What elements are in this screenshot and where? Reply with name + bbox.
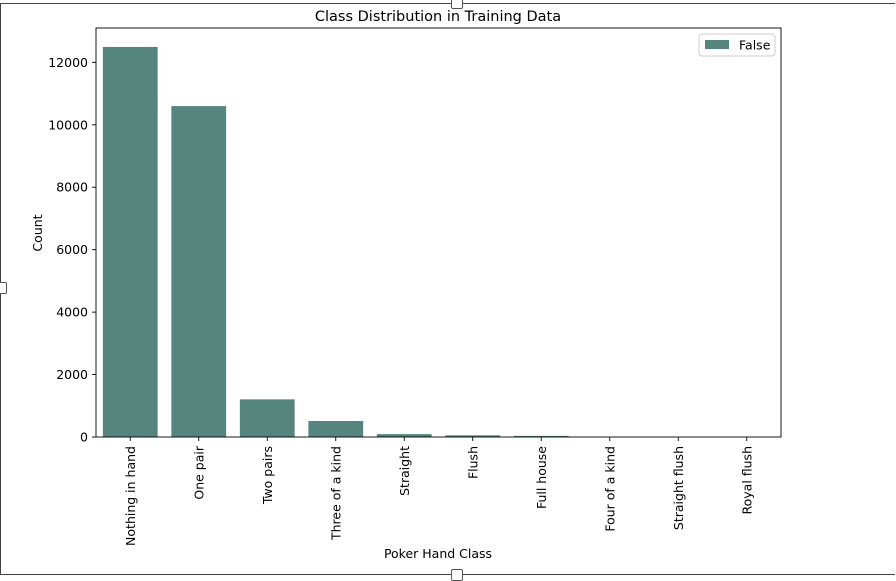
bar-2 (240, 399, 295, 437)
bar-0 (103, 47, 158, 437)
y-tick-label-5: 10000 (48, 117, 88, 132)
y-tick-label-0: 0 (80, 430, 88, 445)
y-tick-label-6: 12000 (48, 55, 88, 70)
x-tick-label-3: Three of a kind (328, 446, 343, 541)
x-tick-label-0: Nothing in hand (123, 446, 138, 546)
x-tick-label-7: Four of a kind (602, 446, 617, 532)
legend: False (699, 34, 775, 56)
y-axis-ticks: 0 2000 4000 6000 8000 10000 12000 (48, 55, 96, 445)
bars-layer (103, 47, 774, 437)
x-axis-label: Poker Hand Class (384, 546, 492, 561)
legend-label: False (739, 38, 771, 53)
x-tick-label-9: Royal flush (739, 446, 754, 515)
x-tick-label-5: Flush (465, 446, 480, 479)
y-tick-label-3: 6000 (56, 242, 88, 257)
chart-title: Class Distribution in Training Data (315, 9, 561, 25)
x-tick-label-6: Full house (534, 446, 549, 509)
y-tick-label-4: 8000 (56, 180, 88, 195)
y-tick-label-1: 2000 (56, 367, 88, 382)
x-tick-label-4: Straight (397, 446, 412, 496)
bar-3 (308, 421, 363, 437)
bar-1 (171, 106, 226, 437)
y-tick-label-2: 4000 (56, 305, 88, 320)
x-axis-ticks: Nothing in hand One pair Two pairs Three of… (123, 437, 755, 546)
legend-swatch (705, 40, 729, 49)
x-tick-label-2: Two pairs (260, 446, 275, 505)
x-tick-label-8: Straight flush (671, 446, 686, 530)
y-axis-label: Count (30, 214, 45, 251)
x-tick-label-1: One pair (191, 445, 206, 499)
